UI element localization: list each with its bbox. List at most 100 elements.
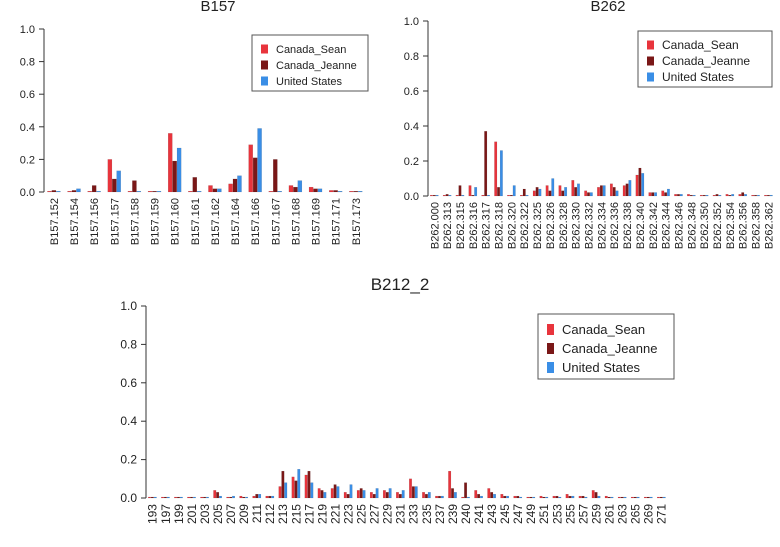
bar-canada-jeanne [548, 190, 552, 197]
x-tick-label: B262.342 [648, 202, 660, 249]
bar-canada-sean [291, 476, 295, 499]
x-tick-label: B262.330 [571, 202, 583, 249]
y-tick-label: 0.8 [404, 51, 419, 63]
bar-united-states [493, 494, 496, 499]
x-tick-label: 207 [224, 504, 238, 524]
bar-canada-jeanne [587, 192, 590, 197]
y-tick-label: 1.0 [404, 16, 419, 28]
bar-canada-sean [200, 496, 204, 499]
bar-canada-sean [329, 190, 334, 193]
y-tick-label: 0.0 [120, 491, 137, 505]
x-tick-label: 201 [185, 504, 199, 524]
legend-label: Canada_Sean [662, 38, 739, 52]
x-tick-label: B262.326 [545, 202, 557, 249]
bar-canada-jeanne [333, 190, 338, 193]
x-tick-label: 261 [602, 504, 616, 524]
x-tick-label: B262.352 [712, 202, 724, 249]
bar-united-states [615, 190, 619, 197]
bar-canada-jeanne [702, 194, 706, 197]
bar-canada-sean [248, 144, 253, 193]
x-tick-label: 255 [563, 504, 577, 524]
x-tick-label: B262.356 [738, 202, 750, 249]
bar-united-states [206, 496, 209, 499]
bar-canada-sean [239, 495, 243, 499]
bar-canada-sean [558, 185, 562, 197]
bar-united-states [435, 194, 439, 197]
bar-united-states [525, 194, 529, 197]
bar-canada-jeanne [438, 495, 441, 499]
bar-canada-jeanne [581, 495, 585, 499]
x-tick-label: B262.358 [751, 202, 763, 249]
bar-canada-jeanne [497, 187, 500, 197]
y-tick-label: 0.2 [20, 154, 35, 166]
y-tick-label: 0.4 [404, 121, 419, 133]
x-tick-label: B262.354 [725, 202, 737, 249]
bar-canada-sean [725, 194, 729, 197]
bar-canada-sean [545, 185, 549, 197]
x-tick-label: 245 [498, 504, 512, 524]
x-tick-label: B157.156 [89, 198, 101, 245]
bar-canada-jeanne [346, 494, 350, 499]
bar-canada-jeanne [607, 496, 611, 499]
bar-canada-sean [764, 194, 768, 197]
bar-canada-jeanne [398, 494, 402, 499]
bar-united-states [217, 188, 222, 193]
x-tick-label: B262.325 [532, 202, 544, 249]
bar-canada-jeanne [503, 495, 507, 499]
bar-canada-sean [513, 495, 517, 499]
bar-united-states [245, 496, 249, 499]
bar-united-states [610, 496, 614, 499]
bar-canada-jeanne [293, 186, 298, 193]
bar-canada-sean [161, 496, 164, 499]
bar-united-states [153, 496, 157, 499]
bar-canada-jeanne [424, 494, 428, 499]
bar-united-states [487, 194, 490, 197]
x-tick-label: 235 [420, 504, 434, 524]
x-tick-label: 237 [433, 504, 447, 524]
bar-canada-sean [168, 133, 173, 193]
bar-canada-sean [481, 194, 485, 197]
bar-canada-sean [317, 488, 321, 499]
y-tick-label: 0.6 [404, 86, 419, 98]
x-tick-label: 209 [237, 504, 251, 524]
bar-canada-jeanne [754, 194, 757, 197]
x-tick-label: 253 [550, 504, 564, 524]
bar-canada-jeanne [333, 484, 337, 499]
bar-canada-jeanne [484, 131, 488, 197]
bar-united-states [427, 492, 431, 499]
x-tick-label: B262.328 [558, 202, 570, 249]
bar-united-states [731, 194, 735, 197]
chart-panel-b157: B157 0.0 0.2 0.4 0.6 0.8 1.0 B157.152 B157.154 B1… [20, 0, 369, 245]
bar-united-states [196, 191, 202, 193]
x-tick-label: B262.315 [455, 202, 467, 249]
bar-canada-sean [226, 496, 230, 499]
bar-canada-sean [187, 496, 191, 499]
bar-canada-sean [382, 490, 386, 499]
bar-canada-sean [442, 194, 446, 197]
bar-canada-jeanne [190, 496, 193, 499]
bar-canada-sean [494, 141, 498, 197]
bar-canada-sean [430, 194, 433, 197]
bar-canada-jeanne [268, 495, 272, 499]
bar-united-states [297, 180, 303, 193]
legend-swatch [647, 56, 654, 66]
bar-canada-sean [622, 185, 626, 197]
x-tick-label: B157.168 [290, 198, 302, 245]
bar-canada-sean [252, 495, 256, 499]
bar-united-states [558, 496, 562, 499]
bar-united-states [667, 188, 670, 197]
bar-canada-sean [597, 187, 600, 197]
x-tick-label: B157.169 [311, 198, 323, 245]
bar-canada-sean [448, 470, 452, 499]
x-tick-label: 217 [302, 504, 316, 524]
bar-canada-jeanne [477, 494, 481, 499]
bar-canada-sean [278, 486, 282, 499]
x-tick-label: 223 [341, 504, 355, 524]
bar-canada-sean [356, 490, 360, 499]
bar-united-states [136, 191, 142, 193]
legend-label: Canada_Sean [562, 322, 645, 337]
bar-canada-sean [422, 492, 425, 499]
x-tick-label: B157.162 [210, 198, 222, 245]
bar-canada-sean [487, 488, 491, 499]
bar-canada-sean [552, 495, 556, 499]
